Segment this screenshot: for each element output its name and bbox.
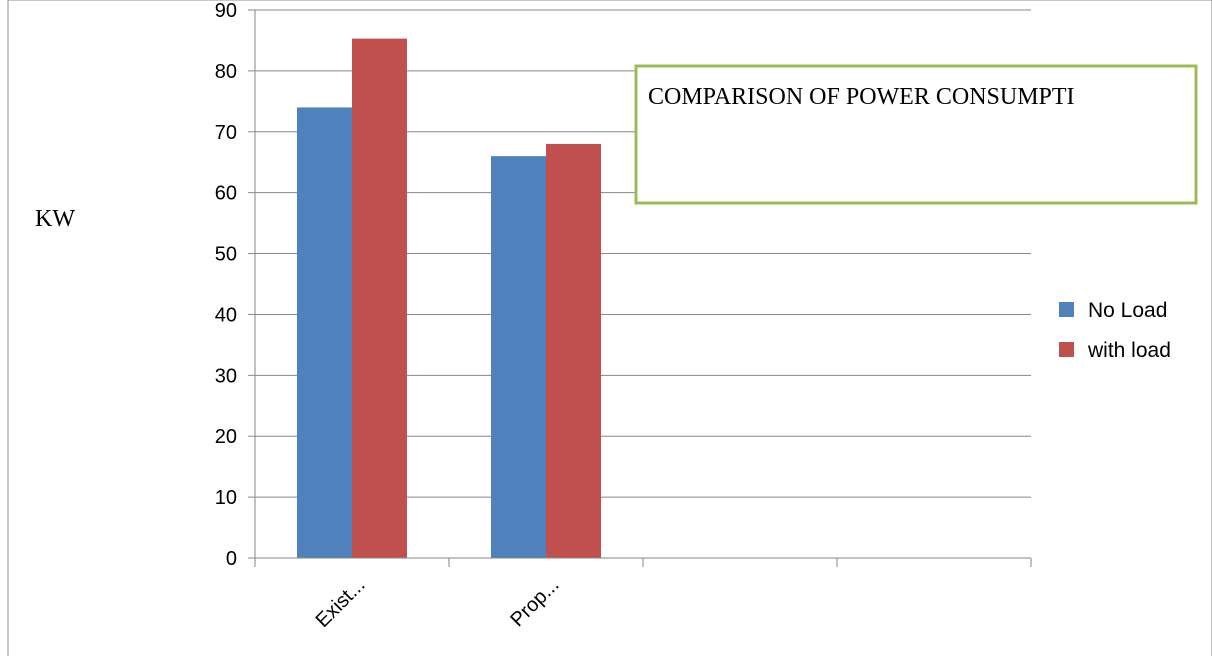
bar-with-load <box>546 143 601 558</box>
legend-label: with load <box>1087 339 1171 362</box>
y-tick-label: 70 <box>215 122 237 144</box>
bar-with-load <box>352 38 407 558</box>
title-clip: COMPARISON OF POWER CONSUMPTI <box>648 84 1075 110</box>
chart-title: COMPARISON OF POWER CONSUMPTI <box>648 84 1075 110</box>
y-tick-label: 0 <box>226 548 237 570</box>
y-tick-label: 50 <box>215 244 237 266</box>
bars <box>297 38 601 558</box>
bar-no-load <box>297 107 352 558</box>
bar-no-load <box>491 156 546 558</box>
y-tick-label: 30 <box>215 365 237 387</box>
y-tick-label: 40 <box>215 304 237 326</box>
y-tick-label: 80 <box>215 61 237 83</box>
y-tick-label: 10 <box>215 487 237 509</box>
legend: No Load with load <box>1059 299 1171 362</box>
y-tick-label: 90 <box>215 0 237 22</box>
title-box <box>634 64 1198 205</box>
y-axis-label: KW <box>35 206 75 232</box>
y-tick-label: 60 <box>215 183 237 205</box>
y-tick-label: 20 <box>215 426 237 448</box>
legend-swatch <box>1059 302 1074 317</box>
legend-swatch <box>1059 342 1074 357</box>
legend-label: No Load <box>1088 299 1167 322</box>
